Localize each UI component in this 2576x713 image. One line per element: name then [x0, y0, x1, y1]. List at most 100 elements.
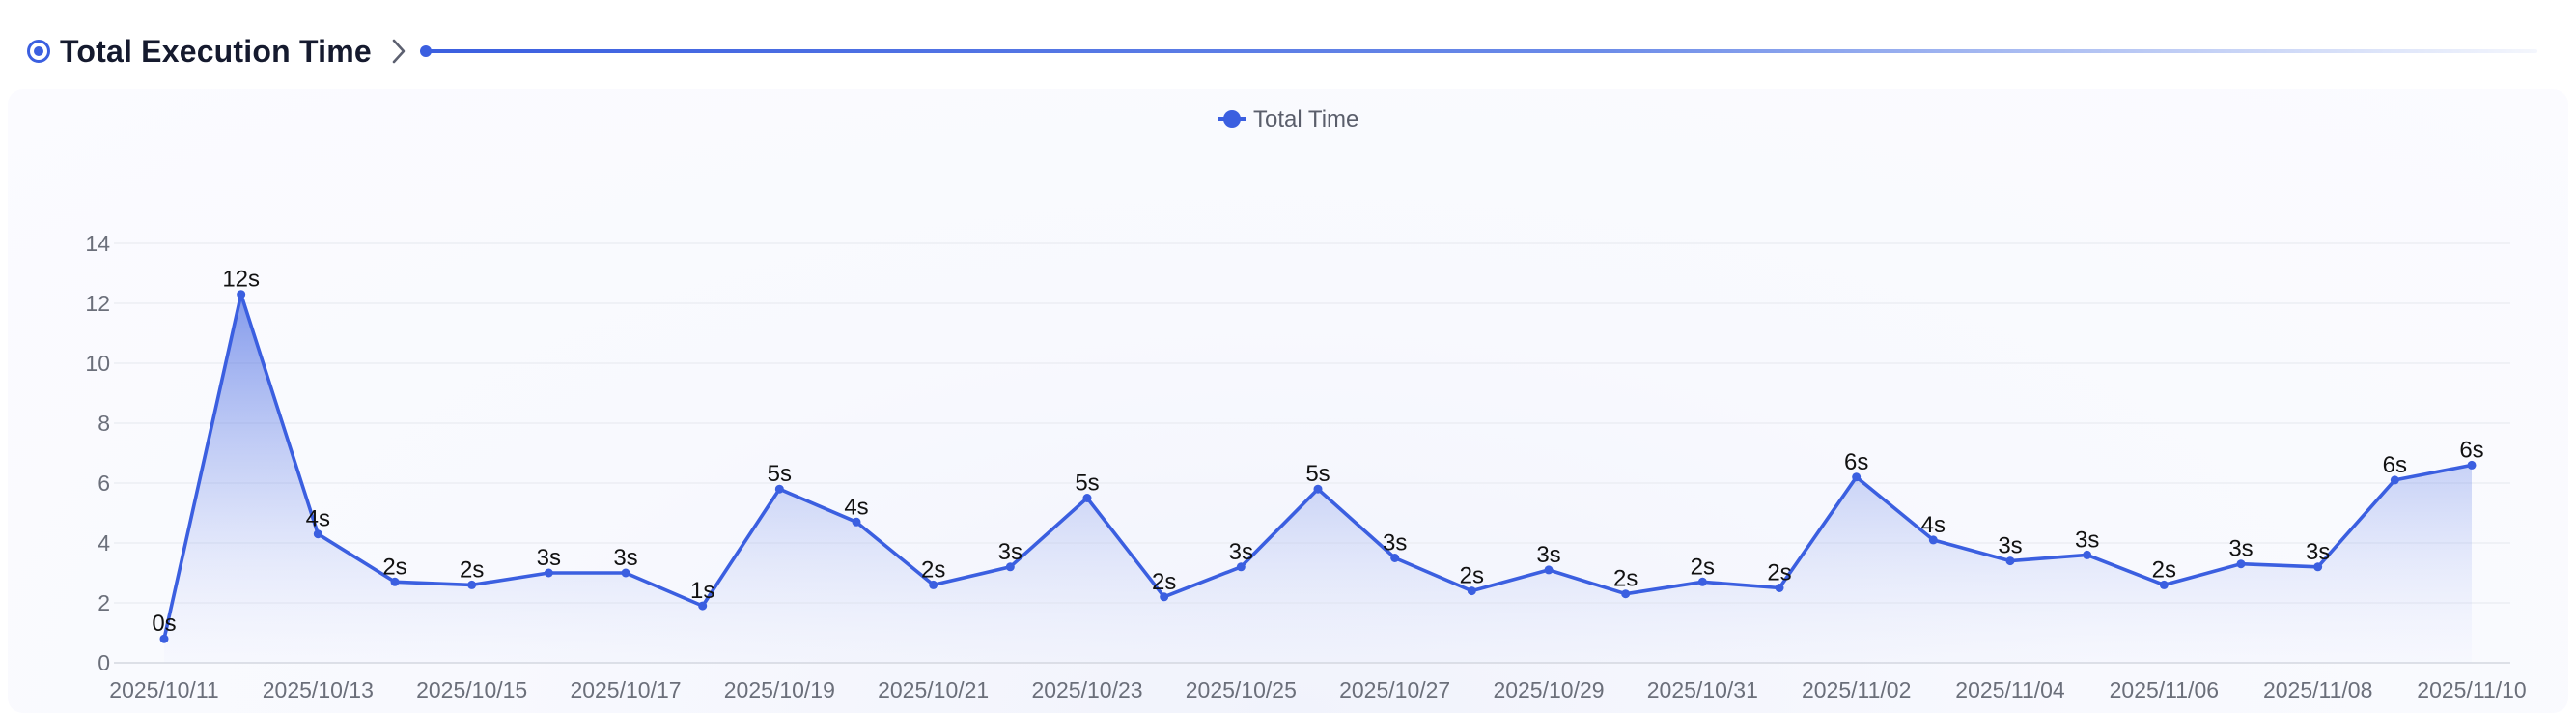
x-tick-label: 2025/11/06 [2110, 677, 2219, 702]
data-point[interactable] [1160, 592, 1169, 602]
y-axis-ticks: 0 2 4 6 8 10 12 14 [85, 231, 110, 675]
data-point[interactable] [237, 290, 246, 299]
x-tick-label: 2025/11/08 [2263, 677, 2372, 702]
data-label: 0s [152, 611, 176, 637]
data-point[interactable] [2390, 475, 2399, 485]
data-label: 3s [1998, 533, 2022, 559]
data-point[interactable] [544, 568, 553, 578]
data-point[interactable] [1852, 472, 1862, 482]
data-label: 2s [2152, 556, 2176, 583]
data-label: 5s [1305, 461, 1330, 487]
data-label: 2s [1613, 566, 1638, 592]
x-tick-label: 2025/10/31 [1647, 677, 1758, 702]
data-point[interactable] [2159, 580, 2169, 589]
data-point[interactable] [2236, 559, 2246, 569]
chevron-right-icon[interactable] [389, 37, 414, 66]
data-point[interactable] [1467, 586, 1476, 596]
data-point[interactable] [390, 577, 400, 586]
data-label: 2s [1460, 563, 1484, 589]
target-icon [27, 40, 50, 63]
x-tick-label: 2025/10/25 [1186, 677, 1297, 702]
data-point[interactable] [1005, 562, 1015, 572]
data-point[interactable] [621, 568, 630, 578]
data-label: 1s [690, 578, 714, 604]
y-tick-label: 0 [98, 650, 110, 675]
data-point[interactable] [467, 580, 477, 589]
legend-marker-icon [1223, 110, 1241, 128]
data-point[interactable] [1390, 554, 1400, 562]
legend-entry-total-time: Total Time [1253, 106, 1358, 132]
y-tick-label: 10 [85, 351, 110, 376]
x-tick-label: 2025/10/17 [570, 677, 681, 702]
data-labels: 0s 12s 4s 2s 2s 3s 3s 1s 5s 4s 2s 3s 5s 2s 3s 5s 3s 2s 3s 2… [152, 267, 2483, 638]
data-label: 3s [2306, 539, 2330, 565]
data-point[interactable] [159, 634, 169, 643]
series-area-fill [164, 294, 2472, 663]
data-label: 5s [1075, 471, 1099, 497]
x-tick-label: 2025/10/15 [416, 677, 527, 702]
data-point[interactable] [1775, 584, 1784, 592]
data-point[interactable] [1544, 565, 1554, 575]
data-label: 5s [768, 461, 792, 487]
y-tick-label: 6 [98, 471, 110, 496]
x-axis-ticks: 2025/10/11 2025/10/13 2025/10/15 2025/10/17… [109, 677, 2526, 702]
data-label: 4s [306, 506, 330, 532]
data-label: 3s [537, 545, 561, 571]
x-tick-label: 2025/10/23 [1031, 677, 1142, 702]
data-label: 6s [1844, 449, 1868, 475]
data-label: 6s [2383, 452, 2407, 478]
data-point[interactable] [774, 484, 784, 494]
x-tick-label: 2025/10/21 [878, 677, 989, 702]
chart-header: Total Execution Time [27, 27, 2537, 75]
x-tick-label: 2025/10/11 [109, 677, 218, 702]
data-point[interactable] [1697, 577, 1707, 586]
data-point[interactable] [2467, 460, 2477, 470]
data-label: 2s [1152, 569, 1176, 595]
data-label: 2s [460, 556, 484, 583]
data-point[interactable] [1313, 484, 1323, 494]
y-tick-label: 4 [98, 530, 110, 556]
data-label: 2s [1767, 560, 1791, 586]
data-point[interactable] [313, 529, 322, 539]
data-label: 6s [2459, 437, 2483, 463]
y-tick-label: 14 [85, 231, 110, 256]
data-point[interactable] [2083, 550, 2092, 559]
data-point[interactable] [1928, 535, 1938, 545]
data-point[interactable] [929, 580, 938, 589]
data-point[interactable] [852, 517, 861, 527]
x-tick-label: 2025/11/02 [1802, 677, 1911, 702]
data-point[interactable] [698, 601, 708, 611]
header-divider [419, 45, 2537, 57]
data-label: 2s [1691, 554, 1715, 580]
y-tick-label: 2 [98, 590, 110, 615]
data-label: 3s [2228, 536, 2253, 562]
x-tick-label: 2025/11/04 [1955, 677, 2065, 702]
data-label: 3s [613, 545, 637, 571]
data-point[interactable] [1236, 562, 1246, 572]
x-tick-label: 2025/10/27 [1339, 677, 1450, 702]
data-label: 12s [222, 267, 260, 293]
page-title: Total Execution Time [60, 33, 372, 69]
data-point[interactable] [2313, 562, 2323, 572]
x-tick-label: 2025/11/10 [2417, 677, 2526, 702]
data-label: 3s [1536, 542, 1560, 568]
x-tick-label: 2025/10/19 [724, 677, 835, 702]
data-label: 2s [921, 556, 945, 583]
series-points [159, 290, 2477, 643]
y-tick-label: 8 [98, 411, 110, 436]
data-label: 3s [998, 539, 1022, 565]
data-point[interactable] [1082, 494, 1092, 502]
x-tick-label: 2025/10/13 [263, 677, 374, 702]
data-label: 3s [1383, 530, 1407, 556]
data-label: 4s [844, 494, 868, 520]
data-label: 2s [382, 554, 406, 580]
y-tick-label: 12 [85, 291, 110, 316]
data-point[interactable] [1621, 589, 1631, 599]
data-label: 4s [1921, 512, 1946, 538]
data-point[interactable] [2005, 556, 2015, 566]
data-label: 3s [1229, 539, 1253, 565]
data-label: 3s [2075, 527, 2099, 553]
legend[interactable]: Total Time [1218, 106, 1358, 132]
